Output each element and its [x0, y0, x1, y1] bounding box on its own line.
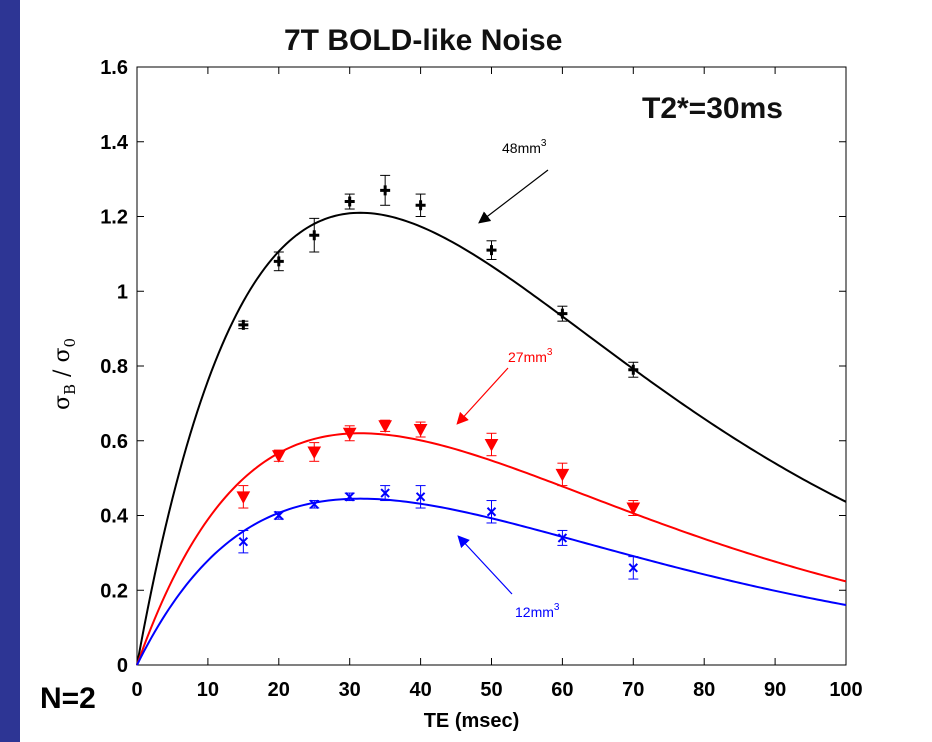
data-point [237, 486, 249, 508]
x-tick-label: 20 [268, 679, 290, 701]
y-tick-label: 0.4 [100, 506, 129, 528]
marker-triangle [237, 492, 249, 503]
data-point [487, 241, 497, 260]
y-tick-label: 1.6 [100, 57, 128, 79]
marker-plus [416, 200, 426, 210]
data-point [380, 175, 390, 205]
x-axis-label: TE (msec) [424, 710, 520, 732]
series-arrow [480, 170, 548, 222]
marker-plus [274, 256, 284, 266]
x-tick-label: 60 [551, 679, 573, 701]
marker-triangle [308, 447, 320, 458]
marker-triangle [415, 425, 427, 436]
data-point [627, 501, 639, 516]
x-tick-label: 30 [339, 679, 361, 701]
data-point [238, 320, 248, 330]
x-tick-label: 0 [131, 679, 142, 701]
x-tick-label: 80 [693, 679, 715, 701]
chart-title: 7T BOLD-like Noise [270, 24, 576, 58]
y-tick-label: 0.2 [100, 580, 128, 602]
data-point [556, 463, 568, 485]
data-point [274, 512, 284, 520]
series-label: 27mm3 [508, 347, 553, 365]
chart: 0 10 20 30 40 50 60 70 80 90 100 0 0.2 0.4 0.6 0.8 1 1.2 1… [20, 0, 932, 742]
slide-panel: 0 10 20 30 40 50 60 70 80 90 100 0 0.2 0.4 0.6 0.8 1 1.2 1… [20, 0, 932, 742]
x-tick-label: 70 [622, 679, 644, 701]
marker-plus [487, 245, 497, 255]
series-arrow [458, 368, 508, 423]
data-point [345, 493, 355, 501]
series-label: 48mm3 [502, 138, 547, 156]
y-tick-label: 0.8 [100, 356, 128, 378]
y-axis-label-text: σB / σ0 [50, 338, 79, 410]
y-tick-label: 1.2 [100, 207, 128, 229]
y-tick-label: 1 [117, 281, 128, 303]
x-tick-label: 40 [409, 679, 431, 701]
marker-plus [557, 309, 567, 319]
data-point [628, 362, 638, 377]
series-arrow [459, 537, 512, 594]
marker-triangle [486, 439, 498, 450]
y-tick-label: 0 [117, 655, 128, 677]
data-point [380, 486, 390, 501]
marker-triangle [379, 421, 391, 432]
x-tick-label: 100 [829, 679, 862, 701]
x-tick-label: 10 [197, 679, 219, 701]
data-point [379, 420, 391, 432]
data-point [309, 218, 319, 252]
data-point [486, 433, 498, 455]
marker-plus [309, 230, 319, 240]
t2-annotation: T2*=30ms [642, 92, 783, 126]
plot-frame [137, 67, 846, 665]
data-point [345, 194, 355, 209]
data-point [628, 557, 638, 579]
y-tick-label: 1.4 [100, 132, 129, 154]
x-tick-label: 90 [764, 679, 786, 701]
data-point [416, 194, 426, 216]
x-tick-label: 50 [480, 679, 502, 701]
marker-plus [345, 197, 355, 207]
sample-count-label: N=2 [40, 682, 96, 716]
marker-plus [380, 185, 390, 195]
data-point [308, 443, 320, 462]
marker-triangle [556, 469, 568, 480]
fit-curve-2 [137, 499, 846, 665]
y-tick-label: 0.6 [100, 431, 128, 453]
y-axis-label: σB / σ0 [50, 338, 79, 410]
data-point [415, 422, 427, 437]
series-label: 12mm3 [515, 602, 560, 620]
